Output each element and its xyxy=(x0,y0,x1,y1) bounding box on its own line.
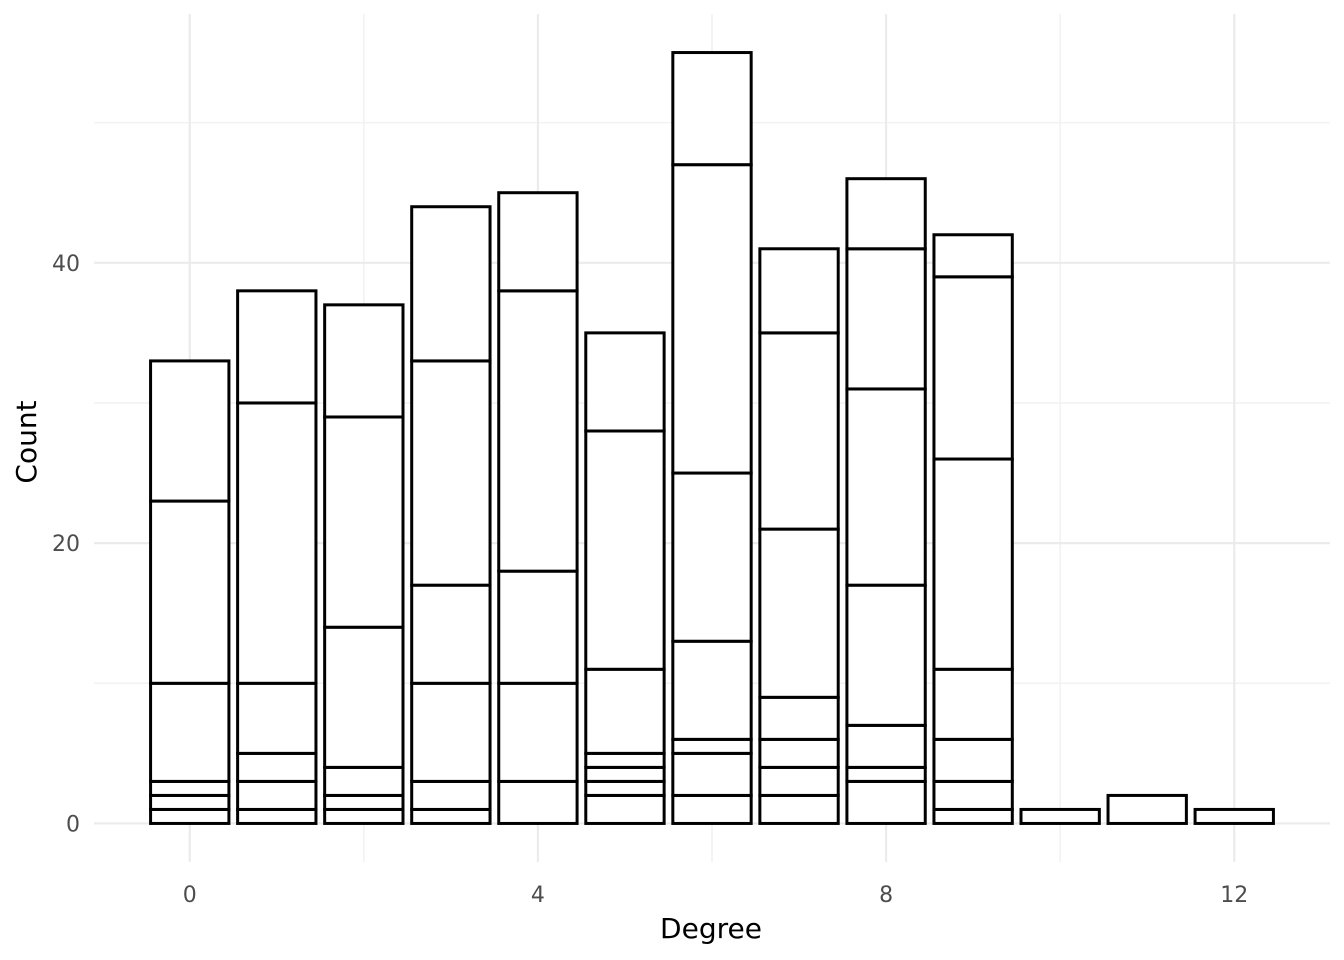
bar-segment xyxy=(149,779,231,797)
y-tick-label: 20 xyxy=(52,532,80,557)
bar-segment xyxy=(584,779,666,797)
bar-segment xyxy=(932,779,1014,811)
bar-segment xyxy=(758,737,840,769)
bars xyxy=(149,51,1275,825)
bar-segment xyxy=(149,681,231,783)
bar-segment xyxy=(323,625,405,769)
bar-segment xyxy=(758,331,840,531)
bar-segment xyxy=(932,807,1014,825)
bar-segment xyxy=(671,51,753,167)
bar-segment xyxy=(497,569,579,685)
bar-segment xyxy=(497,779,579,825)
bar-segment xyxy=(323,415,405,629)
y-tick-label: 40 xyxy=(52,252,80,277)
bar-segment xyxy=(671,751,753,797)
bar-segment xyxy=(149,807,231,825)
bar-segment xyxy=(671,737,753,755)
bar-segment xyxy=(671,793,753,825)
bar-segment xyxy=(323,793,405,811)
bar-segment xyxy=(149,793,231,811)
bar-segment xyxy=(323,303,405,419)
bar-segment xyxy=(845,583,927,727)
y-tick-label: 0 xyxy=(66,812,80,837)
bar-segment xyxy=(1019,807,1101,825)
bar-segment xyxy=(758,765,840,797)
bar-segment xyxy=(932,275,1014,461)
bar-segment xyxy=(845,177,927,251)
bar-segment xyxy=(410,583,492,685)
bar-segment xyxy=(236,289,318,405)
bar-segment xyxy=(932,737,1014,783)
bar-segment xyxy=(932,457,1014,671)
bar-segment xyxy=(671,471,753,643)
bar-segment xyxy=(236,751,318,783)
x-tick-label: 8 xyxy=(879,883,893,908)
bar-segment xyxy=(236,807,318,825)
bar-segment xyxy=(671,639,753,741)
bar-segment xyxy=(410,359,492,587)
bar-segment xyxy=(497,191,579,293)
bar-segment xyxy=(845,387,927,587)
bar-segment xyxy=(758,247,840,335)
bar-segment xyxy=(497,681,579,783)
bar-segment xyxy=(584,793,666,825)
bar-segment xyxy=(932,667,1014,741)
bar-segment xyxy=(410,681,492,783)
x-tick-label: 4 xyxy=(531,883,545,908)
x-tick-label: 0 xyxy=(183,883,197,908)
bar-segment xyxy=(584,667,666,755)
bar-segment xyxy=(845,765,927,783)
bar-segment xyxy=(845,247,927,391)
x-axis-title: Degree xyxy=(660,912,762,945)
y-axis-title: Count xyxy=(10,400,43,483)
bar-segment xyxy=(323,807,405,825)
bar-segment xyxy=(149,359,231,503)
bar-segment xyxy=(671,163,753,475)
bar-segment xyxy=(932,233,1014,279)
bar-segment xyxy=(1106,793,1188,825)
bar-segment xyxy=(323,765,405,797)
bar-segment xyxy=(584,331,666,433)
bar-segment xyxy=(845,779,927,825)
bar-segment xyxy=(758,527,840,699)
bar-segment xyxy=(497,289,579,573)
bar-segment xyxy=(584,429,666,671)
bar-segment xyxy=(1193,807,1275,825)
bar-segment xyxy=(584,751,666,769)
bar-segment xyxy=(236,681,318,755)
bar-segment xyxy=(236,401,318,685)
tick-labels: 0 4 8 12 0 20 40 xyxy=(52,252,1248,908)
bar-segment xyxy=(758,695,840,741)
bar-segment xyxy=(845,723,927,769)
bar-segment xyxy=(236,779,318,811)
bar-segment xyxy=(149,499,231,685)
bar-segment xyxy=(758,793,840,825)
x-tick-label: 12 xyxy=(1220,883,1248,908)
bar-segment xyxy=(410,205,492,363)
bar-segment xyxy=(410,779,492,811)
bar-segment xyxy=(584,765,666,783)
bar-segment xyxy=(410,807,492,825)
